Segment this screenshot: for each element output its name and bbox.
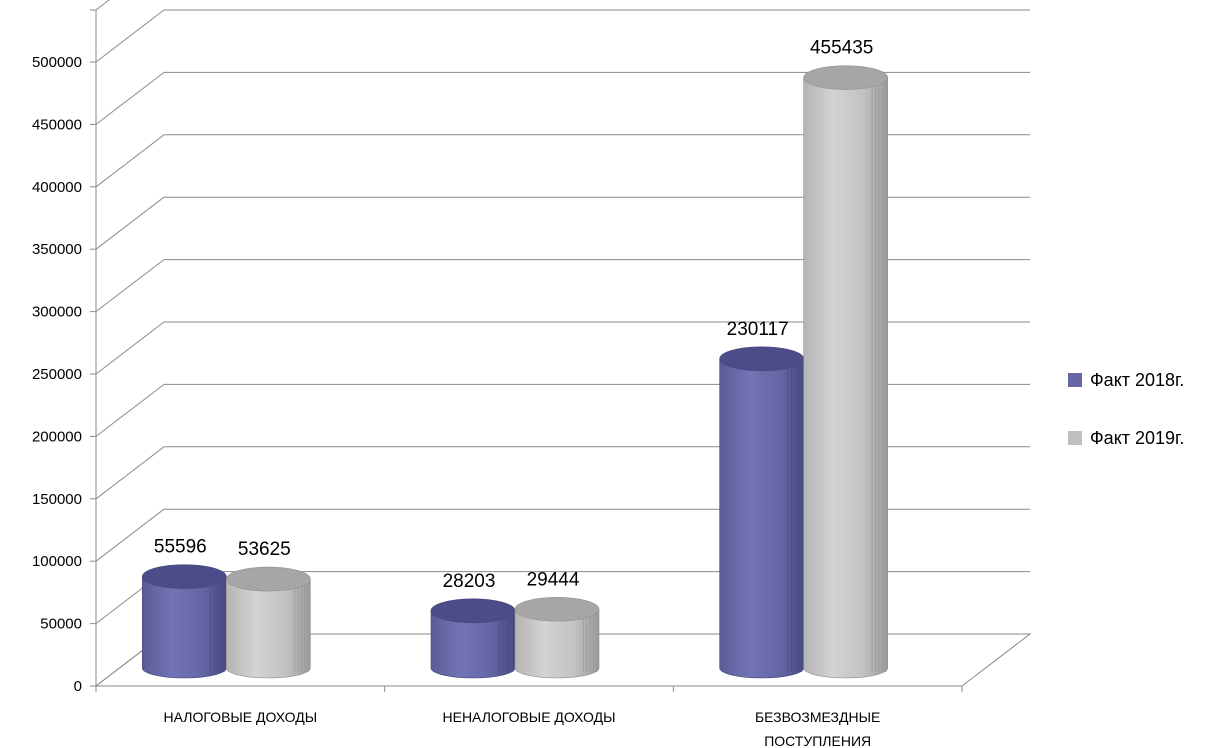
y-tick-label: 350000: [32, 241, 82, 258]
gridline-diagonal: [95, 321, 165, 375]
bar-body: [803, 77, 888, 679]
legend-swatch: [1068, 373, 1082, 387]
labels: 0 50000 100000 150000 200000 250000 300000 3500…: [32, 38, 880, 748]
bar: [719, 346, 804, 679]
gridline-diagonal: [95, 0, 110, 11]
legend: Факт 2018г. Факт 2019г.: [1068, 370, 1184, 486]
y-tick-label: 150000: [32, 491, 82, 508]
y-tick-label: 450000: [32, 116, 82, 133]
y-tick-label: 400000: [32, 179, 82, 196]
bar: [430, 598, 516, 679]
bar-body: [430, 610, 516, 679]
legend-item: Факт 2018г.: [1068, 370, 1184, 390]
x-tick-label: НАЛОГОВЫЕ ДОХОДЫ: [164, 709, 318, 725]
bar: [226, 566, 311, 679]
data-label: 230117: [727, 319, 789, 340]
data-label: 29444: [527, 569, 580, 590]
gridline-diagonal: [95, 9, 165, 63]
bar-cap: [430, 598, 516, 624]
gridline-diagonal: [95, 72, 165, 125]
bar-cap: [803, 65, 888, 90]
data-label: 53625: [238, 539, 291, 560]
legend-label: Факт 2019г.: [1090, 427, 1185, 448]
gridline-diagonal: [95, 134, 165, 188]
gridline-diagonal: [95, 446, 165, 500]
y-tick-label: 500000: [32, 54, 82, 71]
bars: [142, 65, 888, 679]
bar-cap: [719, 346, 804, 372]
bar-body: [226, 578, 311, 679]
legend-item: Факт 2019г.: [1068, 428, 1184, 448]
data-label: 55596: [154, 537, 207, 558]
bar: [142, 564, 227, 679]
bar-cap: [514, 596, 600, 622]
legend-label: Факт 2018г.: [1090, 369, 1185, 390]
gridline-diagonal: [95, 384, 165, 437]
legend-swatch: [1068, 431, 1082, 445]
bar-cap: [226, 566, 311, 592]
axes: [90, 9, 963, 692]
y-tick-label: 250000: [32, 366, 82, 383]
x-tick-label: БЕЗВОЗМЕЗДНЫЕ ПОСТУПЛЕНИЯ: [755, 709, 880, 748]
y-tick-label: 200000: [32, 428, 82, 445]
x-tick-label: НЕНАЛОГОВЫЕ ДОХОДЫ: [443, 709, 616, 725]
gridline-diagonal: [95, 259, 165, 312]
bar-body: [719, 358, 804, 679]
gridline-diagonal: [95, 508, 165, 562]
data-label: 455435: [810, 38, 873, 59]
bar: [803, 65, 888, 679]
bar-body: [514, 608, 600, 679]
bar-cap: [142, 564, 227, 589]
y-tick-label: 50000: [40, 616, 82, 633]
y-tick-label: 100000: [32, 553, 82, 570]
gridline-diagonal: [95, 196, 165, 250]
y-tick-label: 300000: [32, 304, 82, 321]
bar: [514, 596, 600, 679]
data-label: 28203: [443, 571, 496, 592]
y-tick-label: 0: [74, 678, 82, 695]
bar-body: [142, 576, 227, 679]
